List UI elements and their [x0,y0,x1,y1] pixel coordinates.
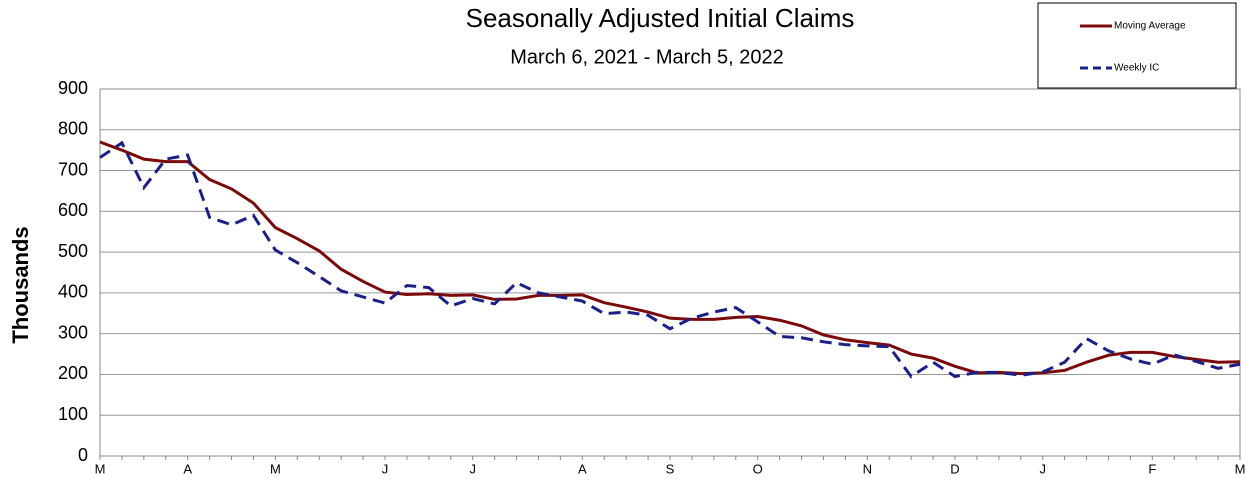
y-tick-label: 700 [58,159,88,179]
x-tick-label: A [183,461,192,476]
chart-title: Seasonally Adjusted Initial Claims [466,3,855,33]
x-tick-label: D [950,461,959,476]
y-tick-label: 600 [58,200,88,220]
y-tick-label: 900 [58,78,88,98]
x-tick-label: S [666,461,675,476]
chart-subtitle: March 6, 2021 - March 5, 2022 [510,46,783,68]
y-tick-label: 100 [58,404,88,424]
y-tick-label: 400 [58,282,88,302]
y-tick-label: 300 [58,322,88,342]
x-tick-label: F [1148,461,1156,476]
x-tick-label: J [1039,461,1046,476]
x-tick-label: M [270,461,281,476]
legend-label: Weekly IC [1114,63,1159,74]
x-tick-label: A [578,461,587,476]
series-line [99,140,1241,379]
x-tick-label: J [469,461,476,476]
x-tick-label: N [863,461,872,476]
y-tick-label: 0 [78,445,88,465]
y-tick-label: 200 [58,363,88,383]
legend-label: Moving Average [1114,21,1186,32]
x-tick-label: J [382,461,389,476]
legend-box [1037,2,1237,89]
x-tick-label: O [753,461,763,476]
y-tick-label: 500 [58,241,88,261]
series-line [99,140,1241,376]
plot-border [99,88,1241,457]
y-tick-label: 800 [58,119,88,139]
x-tick-label: M [1235,461,1246,476]
y-axis-label: Thousands [8,226,33,343]
x-tick-label: M [95,461,106,476]
